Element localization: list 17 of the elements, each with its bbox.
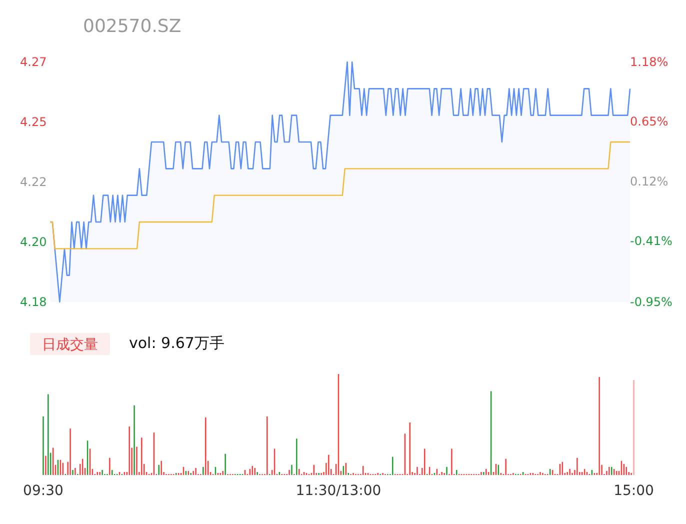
x-tick-label: 15:00 [614, 483, 654, 499]
y-tick-label: 4.18 [20, 295, 47, 309]
y2-tick-label: -0.41% [630, 234, 672, 248]
y2-tick-label: -0.95% [630, 295, 672, 309]
y2-tick-label: 0.65% [630, 114, 668, 129]
y2-tick-label: 0.12% [630, 174, 668, 188]
x-tick-label: 09:30 [23, 483, 64, 499]
y-tick-label: 4.25 [20, 115, 47, 129]
y-tick-label: 4.27 [20, 55, 47, 69]
y2-tick-label: 1.18% [630, 55, 668, 69]
line-series [49, 141, 631, 250]
y-tick-label: 4.20 [20, 235, 47, 249]
y-tick-label: 4.22 [20, 175, 47, 189]
chart-title: 日成交量 [42, 337, 98, 353]
x-tick-label: 11:30/13:00 [296, 483, 382, 499]
chart-subtitle: vol: 9.67万手 [129, 334, 224, 352]
chart-title: 002570.SZ [83, 16, 182, 37]
